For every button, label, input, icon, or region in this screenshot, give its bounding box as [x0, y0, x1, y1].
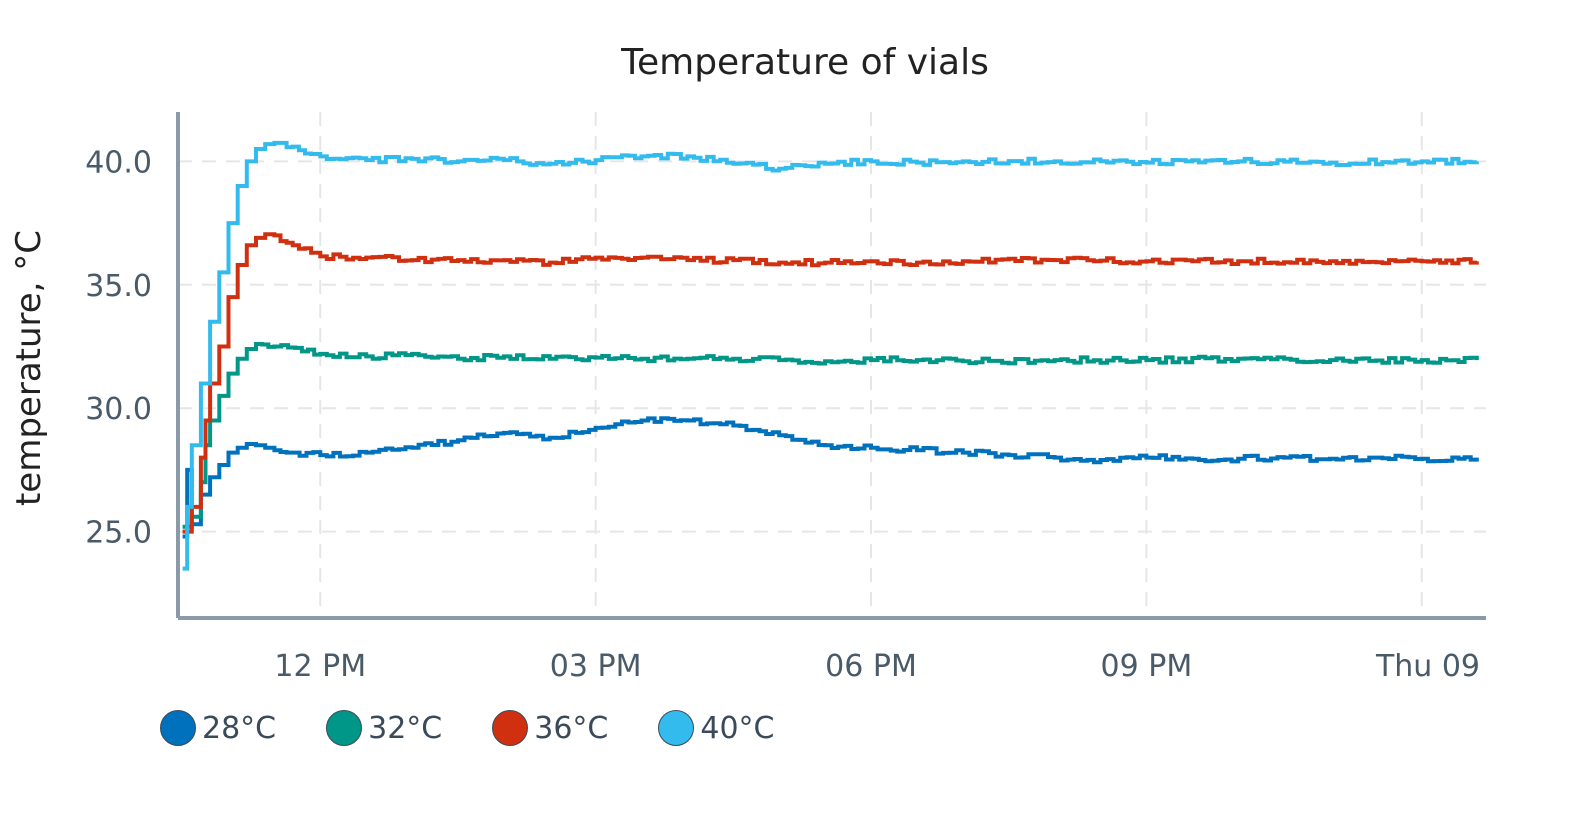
- chart-title: Temperature of vials: [620, 42, 989, 83]
- legend-swatch: [492, 710, 529, 746]
- legend-item[interactable]: 28°C: [160, 710, 276, 746]
- legend-swatch: [160, 710, 196, 746]
- legend-item[interactable]: 40°C: [658, 710, 775, 746]
- grid-lines: [178, 112, 1486, 618]
- x-tick-label: 09 PM: [1101, 649, 1193, 684]
- legend-label: 28°C: [202, 710, 277, 746]
- series-line-1: [182, 416, 1479, 539]
- y-tick-label: 30.0: [85, 392, 152, 427]
- x-tick-label: 06 PM: [825, 649, 917, 684]
- x-tick-labels: 12 PM 03 PM 06 PM 09 PM Thu 09: [274, 649, 1480, 684]
- legend: 28°C 32°C 36°C 40°C: [160, 710, 825, 746]
- legend-swatch: [326, 710, 363, 746]
- series-line-2: [182, 342, 1479, 529]
- y-tick-label: 35.0: [85, 269, 152, 304]
- legend-label: 32°C: [368, 710, 443, 746]
- legend-item[interactable]: 36°C: [492, 710, 608, 746]
- legend-item[interactable]: 32°C: [326, 710, 442, 746]
- legend-label: 40°C: [700, 710, 775, 746]
- y-axis-label: temperature, °C: [9, 230, 49, 506]
- legend-swatch: [658, 710, 695, 746]
- y-tick-labels: 25.0 30.0 35.0 40.0: [85, 145, 152, 550]
- y-tick-label: 25.0: [85, 516, 152, 551]
- series-line-4: [182, 140, 1479, 571]
- series-line-3: [182, 232, 1479, 534]
- x-tick-label: 12 PM: [274, 649, 366, 684]
- series-lines: [182, 140, 1479, 571]
- x-tick-label: 03 PM: [550, 649, 642, 684]
- legend-label: 36°C: [534, 710, 609, 746]
- y-tick-label: 40.0: [85, 145, 152, 180]
- x-tick-label: Thu 09: [1375, 649, 1480, 684]
